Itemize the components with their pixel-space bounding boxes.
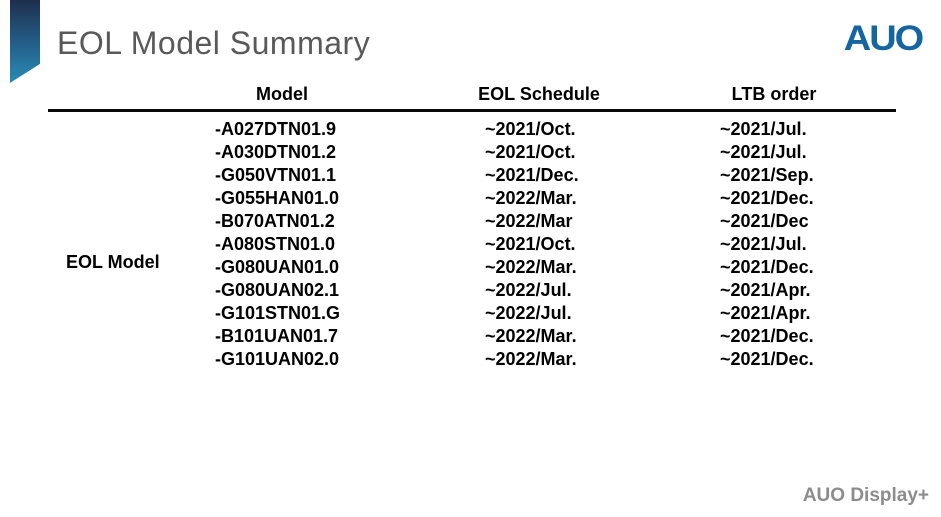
model-cell: -A030DTN01.2 — [215, 142, 337, 162]
eol-schedule-cell: ~2021/Oct. — [485, 142, 576, 162]
table-row: -A027DTN01.9 ~2021/Oct. ~2021/Jul. — [215, 118, 905, 141]
page-title: EOL Model Summary — [57, 25, 371, 61]
model-cell: -G101STN01.G — [215, 303, 341, 323]
ltb-order-cell: ~2021/Dec. — [720, 349, 814, 369]
eol-model-table: -A027DTN01.9 ~2021/Oct. ~2021/Jul. -A030… — [215, 118, 905, 371]
model-cell: -B101UAN01.7 — [215, 326, 339, 346]
eol-schedule-cell: ~2022/Jul. — [485, 280, 572, 300]
eol-schedule-cell: ~2022/Mar — [485, 211, 573, 231]
eol-schedule-cell: ~2021/Oct. — [485, 234, 576, 254]
column-header-ltb-order: LTB order — [731, 84, 817, 104]
table-row: -G101STN01.G ~2022/Jul. ~2021/Apr. — [215, 302, 905, 325]
eol-schedule-cell: ~2021/Dec. — [485, 165, 579, 185]
model-cell: -B070ATN01.2 — [215, 211, 335, 231]
eol-schedule-cell: ~2021/Oct. — [485, 119, 576, 139]
model-cell: -A027DTN01.9 — [215, 119, 337, 139]
ltb-order-cell: ~2021/Dec. — [720, 326, 814, 346]
table-row: -G080UAN01.0 ~2022/Mar. ~2021/Dec. — [215, 256, 905, 279]
auo-logo: AUO — [843, 19, 924, 59]
table-row: -G055HAN01.0 ~2022/Mar. ~2021/Dec. — [215, 187, 905, 210]
eol-schedule-cell: ~2022/Mar. — [485, 188, 577, 208]
eol-schedule-cell: ~2022/Mar. — [485, 349, 577, 369]
model-cell: -G101UAN02.0 — [215, 349, 340, 369]
table-row: -G101UAN02.0 ~2022/Mar. ~2021/Dec. — [215, 348, 905, 371]
eol-schedule-cell: ~2022/Mar. — [485, 257, 577, 277]
table-row: -A080STN01.0 ~2021/Oct. ~2021/Jul. — [215, 233, 905, 256]
model-cell: -G080UAN02.1 — [215, 280, 340, 300]
table-row: -G050VTN01.1 ~2021/Dec. ~2021/Sep. — [215, 164, 905, 187]
footer-brand: AUO Display+ — [802, 485, 929, 506]
ltb-order-cell: ~2021/Apr. — [720, 303, 811, 323]
eol-schedule-cell: ~2022/Jul. — [485, 303, 572, 323]
table-row: -A030DTN01.2 ~2021/Oct. ~2021/Jul. — [215, 141, 905, 164]
ltb-order-cell: ~2021/Jul. — [720, 119, 807, 139]
table-row-group-label: EOL Model — [66, 252, 160, 272]
column-header-eol-schedule: EOL Schedule — [478, 84, 600, 104]
ltb-order-cell: ~2021/Dec. — [720, 257, 814, 277]
model-cell: -G050VTN01.1 — [215, 165, 337, 185]
ltb-order-cell: ~2021/Sep. — [720, 165, 814, 185]
ltb-order-cell: ~2021/Jul. — [720, 234, 807, 254]
ltb-order-cell: ~2021/Apr. — [720, 280, 811, 300]
table-header-divider — [48, 109, 896, 112]
column-header-model: Model — [256, 84, 308, 104]
table-row: -G080UAN02.1 ~2022/Jul. ~2021/Apr. — [215, 279, 905, 302]
ltb-order-cell: ~2021/Dec — [720, 211, 809, 231]
table-row: -B070ATN01.2 ~2022/Mar ~2021/Dec — [215, 210, 905, 233]
model-cell: -G080UAN01.0 — [215, 257, 340, 277]
table-row: -B101UAN01.7 ~2022/Mar. ~2021/Dec. — [215, 325, 905, 348]
model-cell: -G055HAN01.0 — [215, 188, 340, 208]
model-cell: -A080STN01.0 — [215, 234, 336, 254]
eol-schedule-cell: ~2022/Mar. — [485, 326, 577, 346]
ltb-order-cell: ~2021/Dec. — [720, 188, 814, 208]
corner-ribbon-decoration — [10, 0, 40, 83]
ltb-order-cell: ~2021/Jul. — [720, 142, 807, 162]
